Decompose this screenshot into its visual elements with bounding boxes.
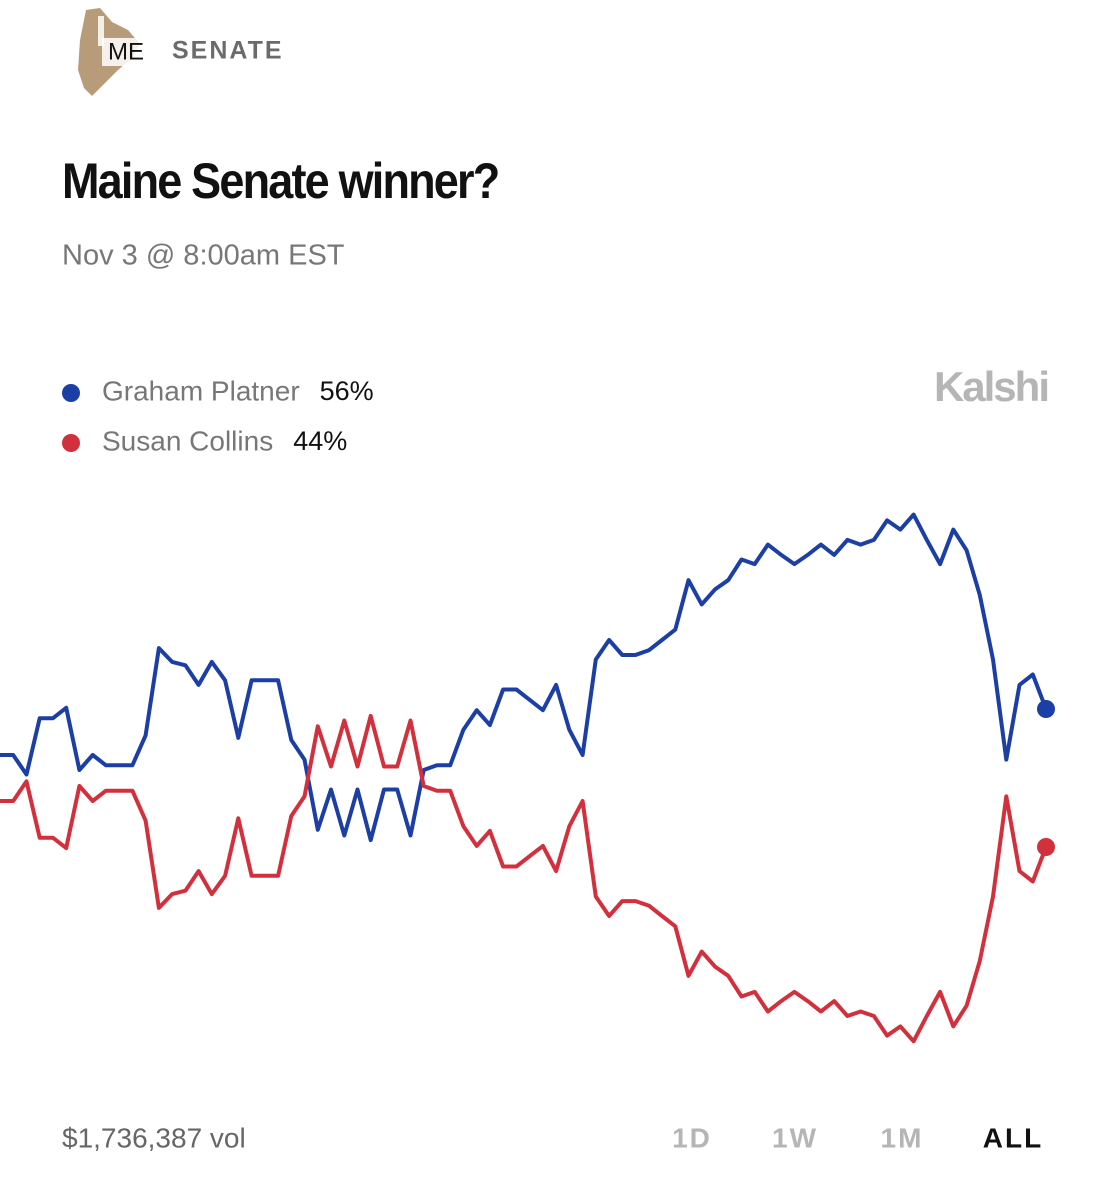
end-point [1037, 700, 1055, 718]
range-button[interactable]: 1D [672, 1122, 712, 1153]
badge-bg [102, 38, 150, 66]
legend-value: 44% [293, 426, 347, 456]
lighthouse [98, 16, 104, 46]
legend-label: Graham Platner [102, 375, 300, 406]
state-badge: ME [108, 38, 144, 65]
end-point [1037, 838, 1055, 856]
legend-marker [62, 434, 80, 452]
range-button[interactable]: 1M [881, 1122, 924, 1153]
brand: Kalshi [934, 363, 1048, 410]
plot [0, 512, 1055, 1044]
series-line [0, 512, 1048, 843]
legend: Graham Platner 56% Susan Collins 44% [62, 375, 374, 456]
range-button[interactable]: 1W [772, 1122, 818, 1153]
category: SENATE [172, 37, 284, 65]
range-button[interactable]: ALL [983, 1122, 1043, 1153]
series-line [0, 713, 1048, 1044]
chart-title: Maine Senate winner? [62, 154, 498, 210]
legend-value: 56% [320, 376, 374, 406]
subtitle: Nov 3 @ 8:00am EST [62, 240, 345, 272]
legend-label: Susan Collins [102, 425, 273, 456]
volume: $1,736,387 vol [62, 1122, 246, 1153]
legend-marker [62, 384, 80, 402]
range-selector: 1D 1W 1M ALL [672, 1122, 1043, 1153]
